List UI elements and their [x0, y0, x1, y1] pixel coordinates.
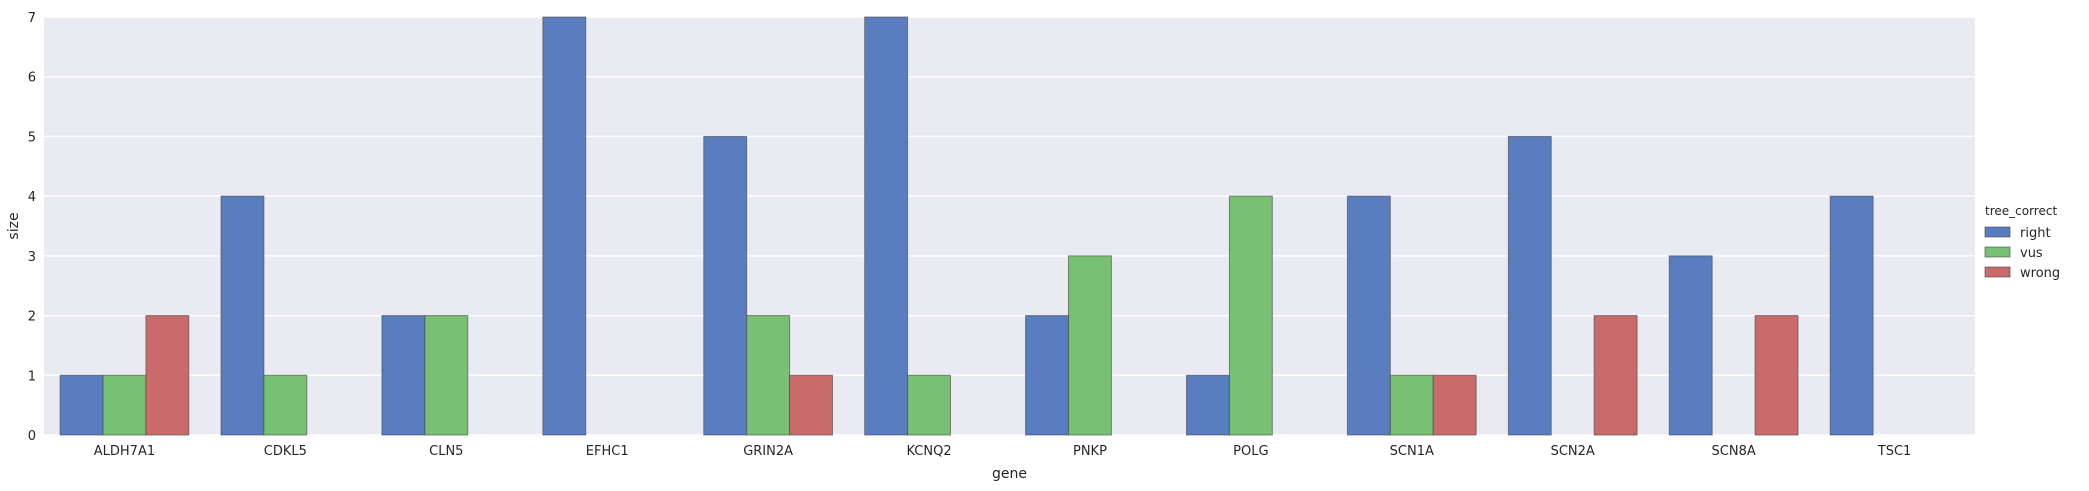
x-tick-label: CLN5	[429, 444, 463, 459]
bar-vus	[263, 374, 308, 436]
bar-wrong	[1754, 315, 1799, 436]
bar-right	[703, 135, 748, 436]
y-tick-label: 1	[28, 369, 36, 384]
bar-vus	[1068, 255, 1112, 436]
bar-right	[1346, 195, 1391, 436]
x-axis-label: gene	[992, 466, 1027, 482]
bar-right	[542, 16, 587, 436]
x-tick-label: SCN1A	[1390, 444, 1434, 459]
bar-wrong	[1593, 315, 1638, 436]
bar-right	[1186, 374, 1230, 436]
x-tick-label: POLG	[1233, 444, 1268, 459]
bar-right	[864, 16, 909, 436]
x-tick-label: CDKL5	[264, 444, 307, 459]
bar-vus	[1389, 374, 1434, 436]
gridlines	[44, 16, 1975, 436]
legend-label-wrong: wrong	[2020, 266, 2060, 281]
x-tick-label: TSC1	[1877, 444, 1912, 459]
bar-vus	[907, 374, 951, 436]
x-tick-label: ALDH7A1	[94, 444, 155, 459]
bar-right	[1668, 255, 1713, 436]
bar-right	[1025, 315, 1070, 436]
bar-right	[59, 374, 104, 436]
x-tick-label: GRIN2A	[743, 444, 793, 459]
bar-wrong	[1432, 374, 1477, 436]
y-tick-label: 2	[28, 310, 36, 325]
y-tick-label: 4	[28, 190, 36, 205]
bar-vus	[102, 374, 147, 436]
plot-background	[44, 17, 1975, 435]
bar-vus	[1228, 195, 1273, 436]
y-tick-label: 7	[28, 11, 36, 26]
x-tick-label: PNKP	[1073, 444, 1107, 459]
bar-vus	[424, 315, 469, 436]
bars	[59, 16, 1874, 436]
bar-right	[220, 195, 265, 436]
y-tick-label: 6	[28, 71, 36, 86]
y-tick-label: 5	[28, 130, 36, 145]
y-tick-labels: 0 1 2 3 4 5 6 7	[28, 11, 36, 444]
x-tick-label: SCN2A	[1551, 444, 1595, 459]
x-tick-label: EFHC1	[586, 444, 629, 459]
legend-title: tree_correct	[1985, 204, 2057, 218]
bar-right	[381, 315, 426, 436]
y-tick-label: 3	[28, 250, 36, 265]
bar-right	[1829, 195, 1874, 436]
y-tick-label: 0	[28, 429, 36, 444]
bar-wrong	[145, 315, 190, 436]
legend-swatch-vus	[1984, 246, 2011, 258]
legend-label-vus: vus	[2020, 246, 2043, 261]
bar-wrong	[789, 374, 833, 436]
bar-right	[1507, 135, 1552, 436]
legend-swatch-right	[1984, 226, 2011, 238]
x-tick-label: KCNQ2	[906, 444, 951, 459]
bar-vus	[746, 315, 791, 436]
y-axis-label: size	[6, 212, 22, 239]
legend: tree_correct right vus wrong	[1984, 204, 2060, 281]
legend-swatch-wrong	[1984, 266, 2011, 278]
legend-label-right: right	[2020, 226, 2051, 241]
x-tick-label: SCN8A	[1712, 444, 1756, 459]
x-tick-labels: ALDH7A1 CDKL5 CLN5 EFHC1 GRIN2A KCNQ2 PNKP POLG…	[94, 444, 1912, 459]
